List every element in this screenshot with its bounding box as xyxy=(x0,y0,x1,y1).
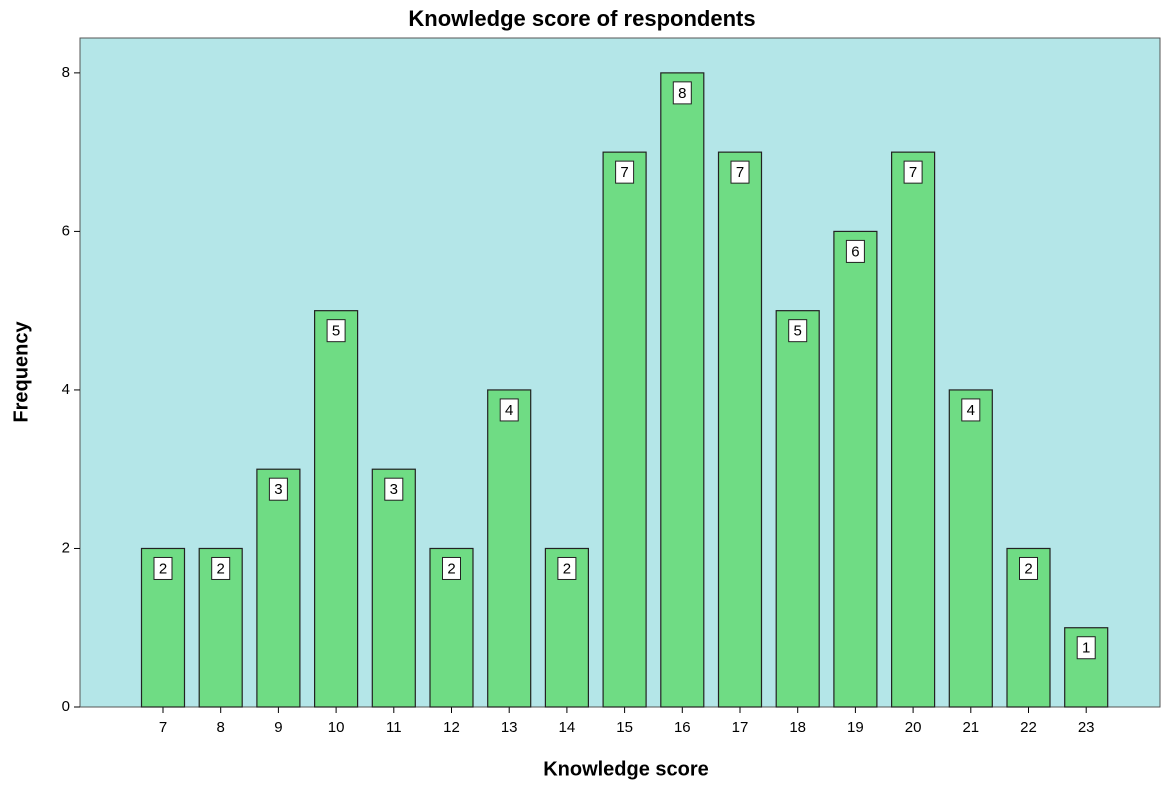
bar xyxy=(602,151,647,708)
data-label: 2 xyxy=(217,560,225,577)
y-axis-title: Frequency xyxy=(10,321,32,423)
data-label-box xyxy=(961,398,981,422)
x-tick-label: 16 xyxy=(674,719,691,736)
x-tick-label: 22 xyxy=(1020,719,1037,736)
x-tick-label: 21 xyxy=(962,719,979,736)
y-tick-label: 4 xyxy=(62,381,70,398)
data-label: 4 xyxy=(505,402,513,419)
bar xyxy=(890,151,936,708)
data-label-box xyxy=(557,556,577,580)
x-tick-label: 8 xyxy=(217,719,225,736)
x-tick-label: 23 xyxy=(1078,719,1095,736)
bar xyxy=(775,310,820,708)
data-label: 7 xyxy=(620,164,628,181)
bar xyxy=(256,468,301,708)
data-label-box xyxy=(615,160,635,184)
data-label-box xyxy=(903,160,923,184)
x-tick-label: 20 xyxy=(905,719,922,736)
data-label-box xyxy=(326,319,346,343)
y-tick-label: 2 xyxy=(62,539,70,556)
bar xyxy=(314,310,359,708)
bar xyxy=(948,389,993,708)
data-label-box xyxy=(442,556,461,580)
x-axis-title: Knowledge score xyxy=(543,758,709,780)
data-label: 2 xyxy=(447,560,455,577)
chart-title: Knowledge score of respondents xyxy=(408,6,755,31)
data-label-box xyxy=(499,398,519,422)
bar xyxy=(487,389,532,708)
data-label: 3 xyxy=(274,481,282,498)
data-label: 1 xyxy=(1082,640,1090,657)
data-label-box xyxy=(1076,636,1096,660)
data-label: 4 xyxy=(967,402,975,419)
bar xyxy=(833,230,878,708)
data-label: 2 xyxy=(563,560,571,577)
bar xyxy=(717,151,763,708)
data-label: 8 xyxy=(678,85,686,102)
y-tick-label: 8 xyxy=(62,64,70,81)
data-label: 6 xyxy=(851,243,859,260)
data-label-box xyxy=(268,477,288,501)
data-label-box xyxy=(672,81,692,105)
data-label: 7 xyxy=(909,164,917,181)
x-tick-label: 12 xyxy=(443,719,460,736)
data-label: 5 xyxy=(794,323,802,340)
x-tick-label: 13 xyxy=(501,719,518,736)
data-label-box xyxy=(788,319,808,343)
data-label: 2 xyxy=(1024,560,1032,577)
data-label-box xyxy=(153,556,173,580)
x-tick-label: 15 xyxy=(616,719,633,736)
x-tick-label: 11 xyxy=(386,719,402,736)
bar xyxy=(371,468,416,708)
y-tick-label: 6 xyxy=(62,222,70,239)
data-label-box xyxy=(1019,556,1038,580)
data-label-box xyxy=(384,477,404,501)
x-tick-label: 19 xyxy=(847,719,864,736)
data-label-box xyxy=(845,239,865,263)
data-label: 3 xyxy=(390,481,398,498)
data-label-box xyxy=(730,160,750,184)
y-tick-label: 0 xyxy=(62,698,70,715)
x-tick-label: 17 xyxy=(732,719,749,736)
data-label-box xyxy=(211,556,231,580)
bar xyxy=(660,72,705,708)
x-tick-label: 14 xyxy=(559,719,576,736)
data-label: 5 xyxy=(332,323,340,340)
x-tick-label: 7 xyxy=(159,719,167,736)
x-tick-label: 18 xyxy=(789,719,806,736)
x-tick-label: 9 xyxy=(274,719,282,736)
bar xyxy=(198,547,243,708)
data-label: 2 xyxy=(159,560,167,577)
x-tick-label: 10 xyxy=(328,719,345,736)
data-label: 7 xyxy=(736,164,744,181)
